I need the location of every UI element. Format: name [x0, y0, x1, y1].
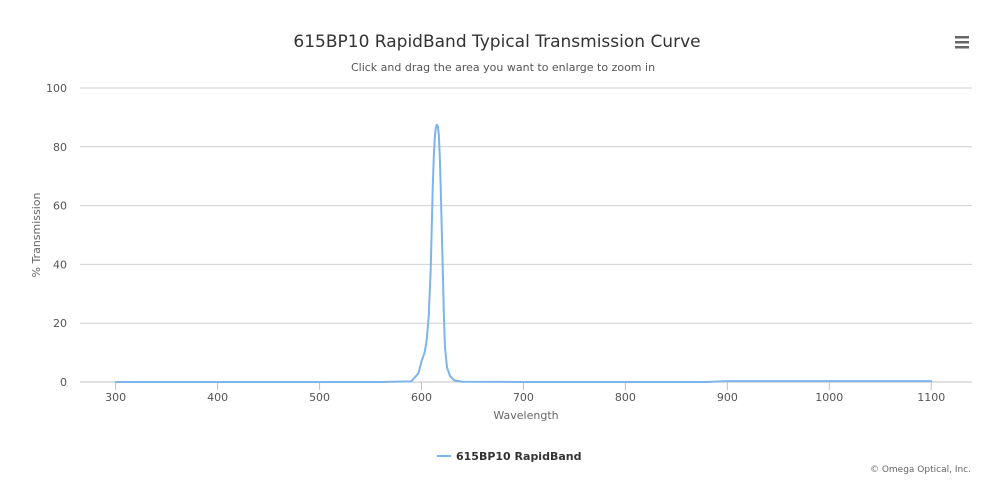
x-tick-label-400: 400 — [207, 391, 228, 404]
y-tick-label-40: 40 — [53, 258, 67, 271]
x-tick-label-800: 800 — [615, 391, 636, 404]
chart-menu-button[interactable] — [948, 30, 976, 54]
series-layer[interactable] — [114, 123, 933, 383]
y-tick-label-0: 0 — [60, 376, 67, 389]
series-line-0[interactable] — [114, 123, 933, 383]
x-tick-label-600: 600 — [411, 391, 432, 404]
hamburger-menu-icon — [955, 36, 969, 49]
x-axis-title: Wavelength — [493, 409, 558, 422]
y-tick-label-80: 80 — [53, 141, 67, 154]
y-tick-label-100: 100 — [46, 82, 67, 95]
y-tick-label-20: 20 — [53, 317, 67, 330]
y-axis-title: % Transmission — [30, 192, 43, 277]
grid-lines — [80, 87, 972, 324]
chart-title: 615BP10 RapidBand Typical Transmission C… — [293, 32, 700, 52]
x-tick-label-1000: 1000 — [815, 391, 843, 404]
x-tick-label-1100: 1100 — [917, 391, 945, 404]
x-tick-label-900: 900 — [717, 391, 738, 404]
y-tick-label-60: 60 — [53, 200, 67, 213]
x-axis-ticks: 300 400 500 600 700 800 900 1000 1100 — [105, 382, 945, 404]
x-tick-label-700: 700 — [513, 391, 534, 404]
x-tick-label-300: 300 — [105, 391, 126, 404]
chart-credits[interactable]: © Omega Optical, Inc. — [870, 465, 971, 475]
y-axis-ticks: 0 20 40 60 80 100 — [46, 82, 67, 389]
legend-item-615bp10-rapidband[interactable]: 615BP10 RapidBand — [456, 450, 581, 463]
chart-subtitle: Click and drag the area you want to enla… — [351, 61, 655, 74]
x-tick-label-500: 500 — [309, 391, 330, 404]
legend[interactable]: 615BP10 RapidBand — [437, 450, 581, 463]
